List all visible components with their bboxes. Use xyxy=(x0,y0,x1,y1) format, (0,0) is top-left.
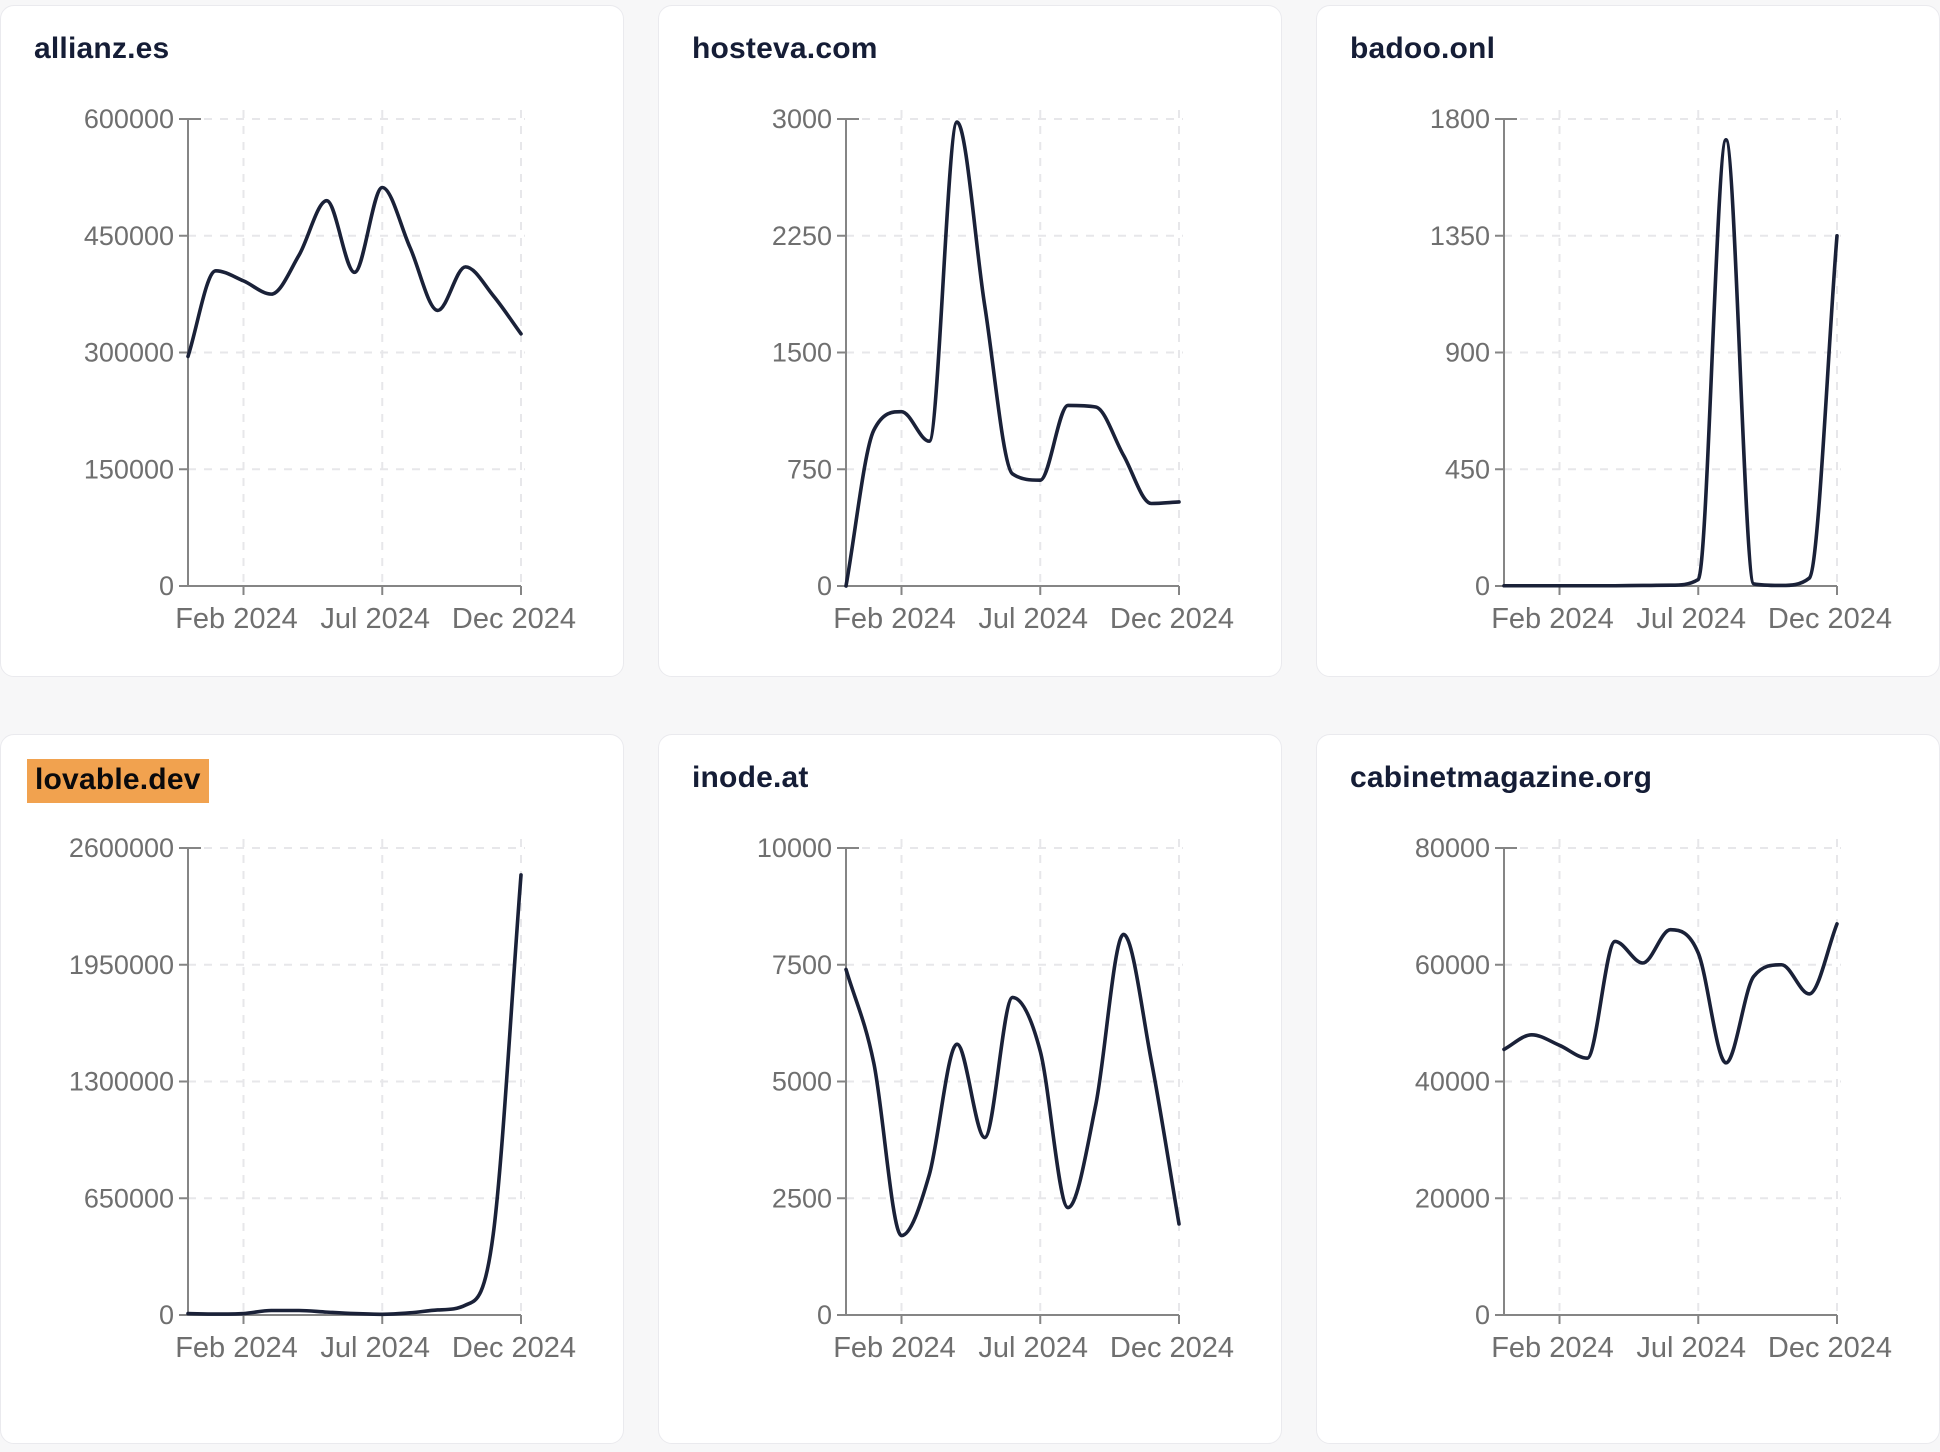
chart-title[interactable]: badoo.onl xyxy=(1350,32,1496,65)
y-tick-label: 750 xyxy=(787,454,832,484)
chart-canvas: 0 2500 5000 7500 10000 Feb 2024 Jul 2024 Dec 20… xyxy=(659,813,1281,1399)
line-chart: 0 450 900 1350 1800 Feb 2024 Jul 2024 Dec 2024 xyxy=(1430,104,1892,635)
y-tick-label: 150000 xyxy=(84,454,174,484)
x-tick-label: Jul 2024 xyxy=(1636,603,1746,635)
x-tick-label: Feb 2024 xyxy=(833,603,956,635)
y-tick-label: 0 xyxy=(159,1300,174,1330)
x-tick-label: Jul 2024 xyxy=(320,1332,430,1364)
chart-card: cabinetmagazine.org 0 20000 40000 60000 8000… xyxy=(1316,734,1940,1444)
y-tick-label: 20000 xyxy=(1415,1183,1490,1213)
chart-card: inode.at 0 2500 5000 7500 10000 Feb 2024 Jul 2… xyxy=(658,734,1282,1444)
chart-card-header: hosteva.com xyxy=(692,30,1248,76)
line-chart: 0 650000 1300000 1950000 2600000 Feb 2024 Jul … xyxy=(69,833,576,1364)
x-tick-label: Jul 2024 xyxy=(1636,1332,1746,1364)
y-tick-label: 3000 xyxy=(772,104,832,134)
chart-canvas: 0 150000 300000 450000 600000 Feb 2024 Jul 202… xyxy=(1,84,623,670)
y-axis xyxy=(845,847,859,1315)
chart-canvas: 0 750 1500 2250 3000 Feb 2024 Jul 2024 Dec 2024 xyxy=(659,84,1281,670)
x-tick-label: Feb 2024 xyxy=(175,1332,298,1364)
x-tick-label: Dec 2024 xyxy=(1110,1332,1234,1364)
chart-canvas: 0 20000 40000 60000 80000 Feb 2024 Jul 2024 Dec… xyxy=(1317,813,1939,1399)
chart-title[interactable]: inode.at xyxy=(692,761,809,794)
line-chart: 0 750 1500 2250 3000 Feb 2024 Jul 2024 Dec 2024 xyxy=(772,104,1234,635)
x-tick-label: Feb 2024 xyxy=(1491,1332,1614,1364)
chart-title[interactable]: hosteva.com xyxy=(692,32,878,65)
chart-card: hosteva.com 0 750 1500 2250 3000 Feb 2024 Jul … xyxy=(658,5,1282,677)
chart-card: allianz.es 0 150000 300000 450000 600000 Feb … xyxy=(0,5,624,677)
y-tick-label: 600000 xyxy=(84,104,174,134)
y-tick-label: 300000 xyxy=(84,338,174,368)
y-tick-label: 450 xyxy=(1445,454,1490,484)
y-tick-label: 1950000 xyxy=(69,950,174,980)
y-axis xyxy=(845,118,859,586)
y-tick-label: 0 xyxy=(817,571,832,601)
x-tick-label: Dec 2024 xyxy=(452,603,576,635)
y-axis xyxy=(1503,847,1517,1315)
x-tick-label: Feb 2024 xyxy=(175,603,298,635)
line-chart: 0 2500 5000 7500 10000 Feb 2024 Jul 2024 Dec 20… xyxy=(757,833,1234,1364)
line-chart: 0 20000 40000 60000 80000 Feb 2024 Jul 2024 Dec… xyxy=(1415,833,1892,1364)
line-chart: 0 150000 300000 450000 600000 Feb 2024 Jul 202… xyxy=(84,104,576,635)
x-tick-label: Dec 2024 xyxy=(1768,603,1892,635)
chart-card-header: allianz.es xyxy=(34,30,590,76)
y-tick-label: 10000 xyxy=(757,833,832,863)
chart-card-header: lovable.dev xyxy=(27,759,590,805)
y-tick-label: 60000 xyxy=(1415,950,1490,980)
series-line xyxy=(186,873,523,1317)
y-tick-label: 7500 xyxy=(772,950,832,980)
chart-canvas: 0 450 900 1350 1800 Feb 2024 Jul 2024 Dec 2024 xyxy=(1317,84,1939,670)
y-tick-label: 0 xyxy=(1475,571,1490,601)
series-line xyxy=(1502,922,1839,1065)
y-axis xyxy=(187,847,201,1315)
y-tick-label: 1500 xyxy=(772,338,832,368)
series-line xyxy=(186,185,523,359)
chart-card: lovable.dev 0 650000 1300000 1950000 2600000… xyxy=(0,734,624,1444)
y-tick-label: 0 xyxy=(159,571,174,601)
y-axis xyxy=(187,118,201,586)
x-tick-label: Jul 2024 xyxy=(978,1332,1088,1364)
x-tick-label: Feb 2024 xyxy=(833,1332,956,1364)
y-axis xyxy=(1503,118,1517,586)
chart-card: badoo.onl 0 450 900 1350 1800 Feb 2024 Jul 202… xyxy=(1316,5,1940,677)
y-tick-label: 900 xyxy=(1445,338,1490,368)
y-tick-label: 0 xyxy=(1475,1300,1490,1330)
chart-title-highlighted[interactable]: lovable.dev xyxy=(27,759,209,803)
x-tick-label: Jul 2024 xyxy=(320,603,430,635)
x-tick-label: Feb 2024 xyxy=(1491,603,1614,635)
y-tick-label: 1300000 xyxy=(69,1067,174,1097)
y-tick-label: 2600000 xyxy=(69,833,174,863)
chart-title[interactable]: allianz.es xyxy=(34,32,170,65)
y-tick-label: 0 xyxy=(817,1300,832,1330)
chart-card-header: inode.at xyxy=(692,759,1248,805)
y-tick-label: 1800 xyxy=(1430,104,1490,134)
y-tick-label: 450000 xyxy=(84,221,174,251)
y-tick-label: 80000 xyxy=(1415,833,1490,863)
series-line xyxy=(844,120,1181,588)
x-tick-label: Dec 2024 xyxy=(452,1332,576,1364)
chart-card-header: badoo.onl xyxy=(1350,30,1906,76)
x-tick-label: Dec 2024 xyxy=(1768,1332,1892,1364)
y-tick-label: 1350 xyxy=(1430,221,1490,251)
chart-card-header: cabinetmagazine.org xyxy=(1350,759,1906,805)
series-line xyxy=(844,932,1181,1238)
y-tick-label: 40000 xyxy=(1415,1067,1490,1097)
x-tick-label: Jul 2024 xyxy=(978,603,1088,635)
x-tick-label: Dec 2024 xyxy=(1110,603,1234,635)
y-tick-label: 5000 xyxy=(772,1067,832,1097)
chart-canvas: 0 650000 1300000 1950000 2600000 Feb 2024 Jul … xyxy=(1,813,623,1399)
chart-title[interactable]: cabinetmagazine.org xyxy=(1350,761,1653,794)
y-tick-label: 2500 xyxy=(772,1183,832,1213)
y-tick-label: 2250 xyxy=(772,221,832,251)
series-line xyxy=(1502,137,1839,588)
y-tick-label: 650000 xyxy=(84,1183,174,1213)
